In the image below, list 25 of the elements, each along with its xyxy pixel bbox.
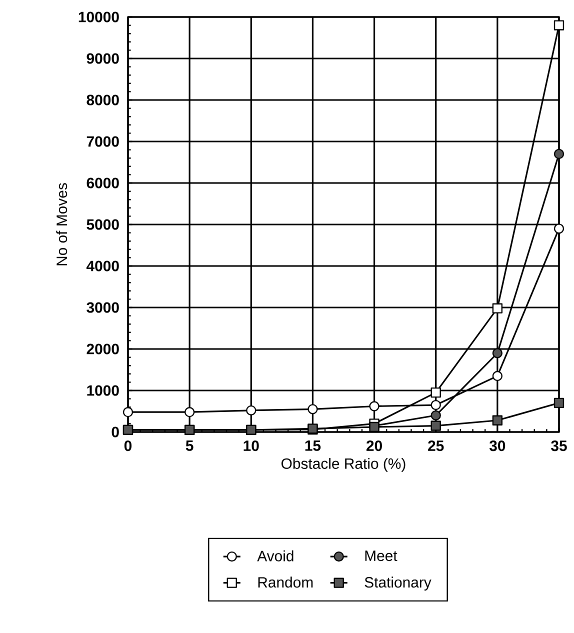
y-axis-title: No of Moves <box>56 183 68 266</box>
x-tick-label: 25 <box>428 440 444 452</box>
x-tick-label: 10 <box>244 440 259 452</box>
y-tick-label: 1000 <box>87 385 119 396</box>
x-tick-label: 15 <box>305 440 321 451</box>
x-axis-title: Obstacle Ratio (%) <box>282 458 406 472</box>
x-tick-label: 5 <box>186 440 194 451</box>
x-tick-label: 0 <box>124 440 132 452</box>
y-tick-label: 6000 <box>86 178 119 188</box>
y-tick-label: 2000 <box>86 344 119 354</box>
legend-label: Random <box>258 576 313 588</box>
x-tick-label: 35 <box>551 440 567 452</box>
y-tick-label: 7000 <box>86 136 119 147</box>
legend-label: Avoid <box>257 550 294 562</box>
x-tick-label: 20 <box>366 440 382 452</box>
y-tick-label: 5000 <box>86 219 119 230</box>
y-tick-label: 9000 <box>86 53 119 64</box>
y-tick-label: 8000 <box>86 94 119 106</box>
y-tick-label: 10000 <box>78 12 119 22</box>
x-tick-label: 30 <box>489 440 506 452</box>
y-tick-label: 0 <box>112 426 119 438</box>
legend-label: Meet <box>365 550 398 562</box>
y-tick-label: 3000 <box>86 302 119 313</box>
legend-label: Stationary <box>364 576 432 591</box>
y-tick-label: 4000 <box>86 260 119 272</box>
